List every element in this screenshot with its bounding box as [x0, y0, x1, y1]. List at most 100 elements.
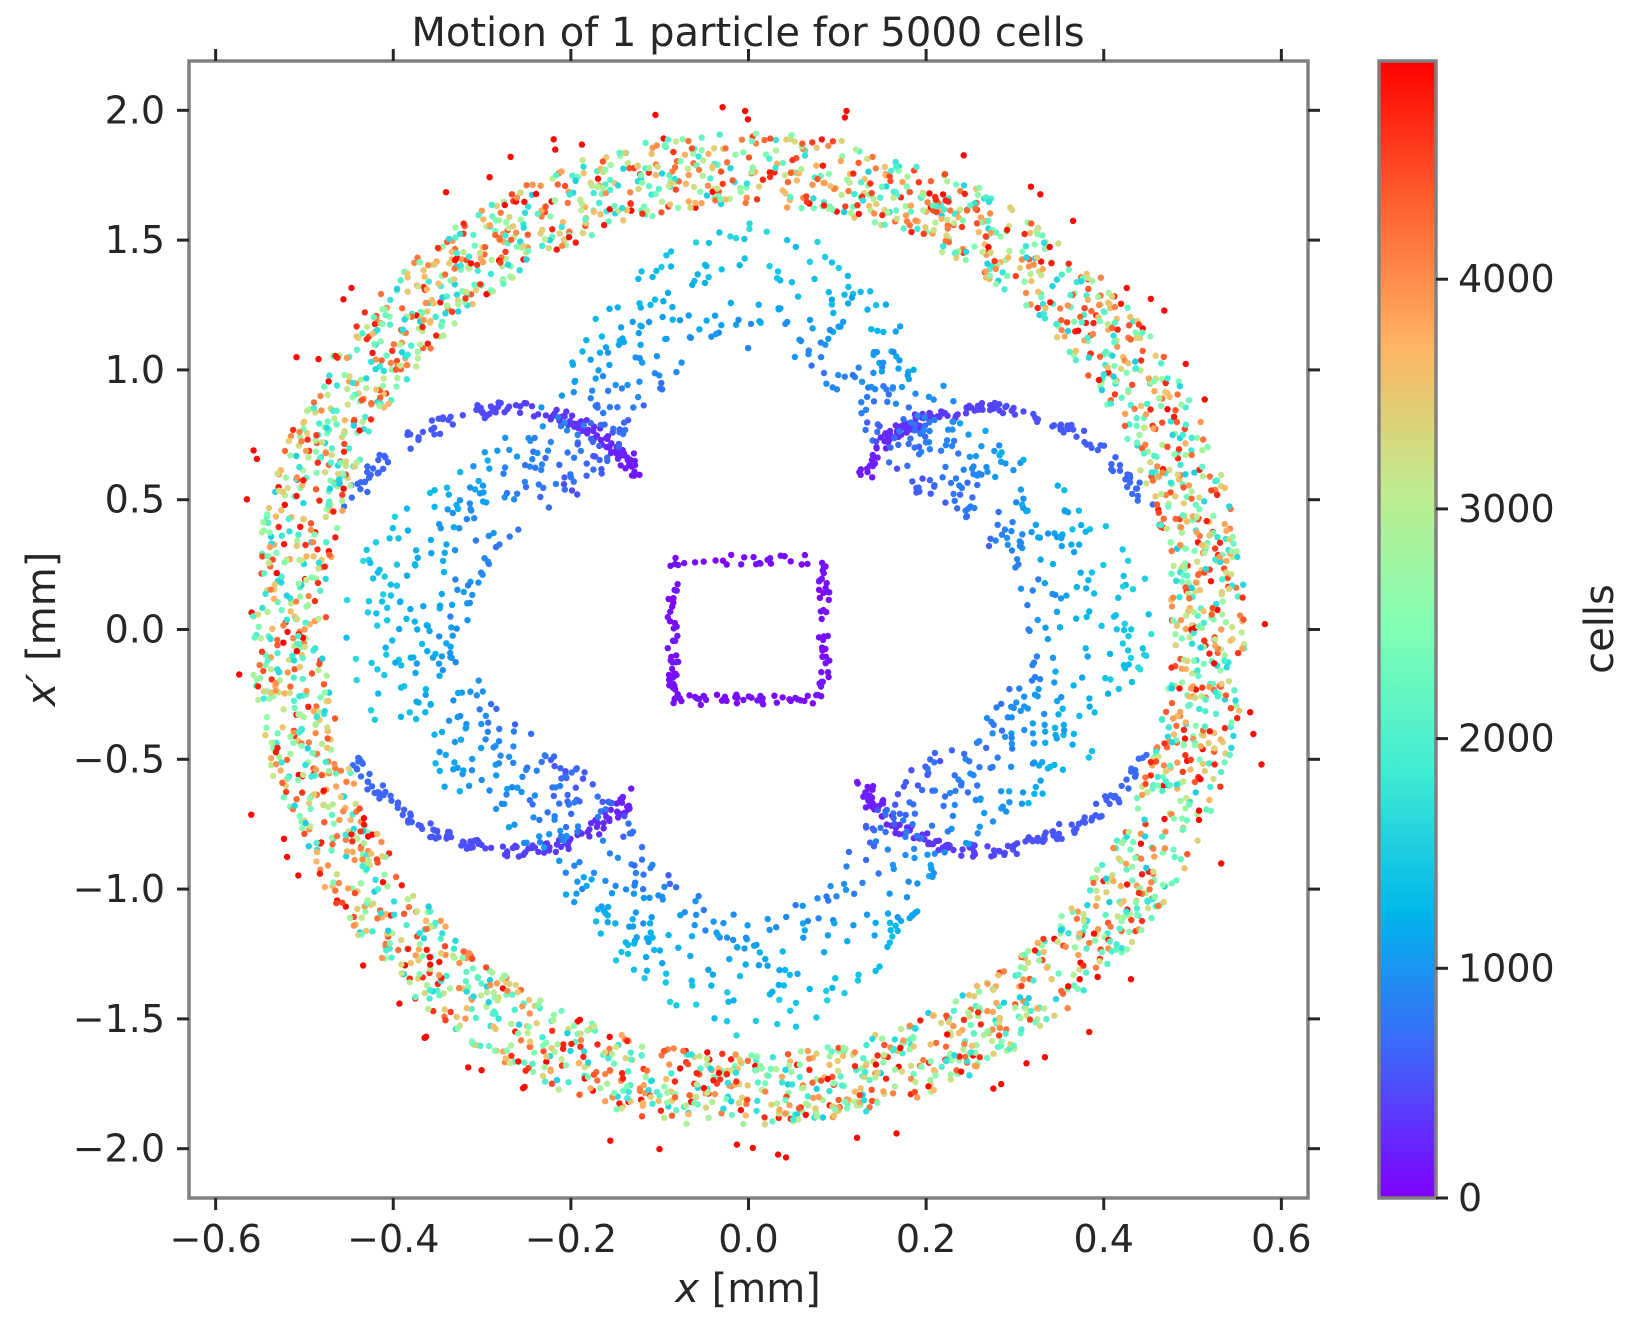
scatter-point [1129, 586, 1137, 593]
scatter-point [587, 820, 595, 827]
scatter-point [640, 894, 648, 902]
scatter-point [1058, 326, 1065, 334]
scatter-point [686, 1092, 693, 1099]
scatter-point [1121, 665, 1129, 672]
scatter-point [708, 982, 715, 989]
scatter-point [984, 468, 991, 475]
scatter-point [879, 211, 886, 219]
scatter-point [1074, 985, 1081, 992]
scatter-point [486, 787, 493, 794]
scatter-point [523, 256, 530, 263]
scatter-point [275, 487, 283, 494]
scatter-point [1169, 594, 1177, 601]
scatter-point [313, 713, 320, 721]
scatter-point [932, 196, 939, 203]
scatter-point [921, 414, 928, 421]
scatter-point [719, 557, 727, 564]
scatter-point [545, 504, 553, 511]
scatter-point [413, 908, 421, 915]
scatter-point [1123, 369, 1130, 376]
scatter-point [1185, 579, 1192, 586]
scatter-point [1111, 339, 1118, 346]
scatter-point [805, 350, 812, 358]
scatter-point [565, 1079, 572, 1086]
scatter-point [325, 501, 332, 508]
scatter-point [907, 435, 914, 442]
scatter-point [374, 859, 381, 866]
scatter-point [384, 883, 391, 890]
scatter-point [759, 701, 767, 708]
scatter-point [452, 234, 459, 241]
scatter-point [1066, 348, 1073, 355]
scatter-point [674, 581, 681, 588]
scatter-point [595, 367, 602, 374]
scatter-point [425, 903, 432, 910]
scatter-point [1192, 789, 1199, 796]
scatter-point [614, 304, 621, 311]
scatter-point [1085, 354, 1093, 361]
scatter-point [675, 944, 682, 951]
scatter-point [580, 163, 587, 170]
scatter-point [620, 217, 627, 224]
scatter-point [442, 310, 449, 317]
scatter-point [637, 172, 645, 179]
scatter-point [557, 827, 564, 834]
scatter-point [856, 468, 863, 476]
scatter-point [332, 534, 339, 541]
scatter-point [526, 463, 534, 470]
scatter-point [434, 244, 442, 252]
scatter-point [943, 1012, 950, 1019]
scatter-point [1028, 677, 1036, 684]
scatter-point [800, 1084, 807, 1091]
scatter-point [1093, 887, 1100, 894]
scatter-point [973, 982, 981, 990]
scatter-point [713, 691, 721, 698]
scatter-point [804, 917, 812, 925]
scatter-point [407, 812, 414, 819]
scatter-point [413, 660, 420, 667]
scatter-point [519, 773, 526, 780]
scatter-point [989, 1008, 997, 1015]
scatter-point [822, 660, 829, 667]
scatter-point [970, 771, 977, 779]
scatter-point [607, 806, 614, 813]
scatter-point [684, 165, 692, 172]
scatter-point [1042, 739, 1049, 746]
scatter-point [431, 487, 438, 494]
scatter-point [1194, 837, 1201, 844]
scatter-point [1180, 778, 1187, 785]
scatter-point [747, 320, 755, 328]
scatter-point [372, 386, 380, 393]
scatter-point [1126, 479, 1134, 486]
scatter-point [720, 919, 727, 927]
scatter-point [1025, 959, 1032, 966]
scatter-point [333, 899, 340, 907]
scatter-point [1040, 310, 1048, 317]
scatter-point [493, 980, 501, 987]
scatter-point [1002, 460, 1009, 467]
scatter-point [407, 605, 414, 613]
scatter-point [1162, 778, 1170, 785]
scatter-point [1042, 624, 1049, 631]
scatter-point [1172, 407, 1179, 414]
scatter-point [627, 1049, 634, 1056]
scatter-point [1170, 617, 1177, 624]
scatter-point [616, 426, 623, 433]
scatter-point [1073, 615, 1080, 622]
scatter-point [689, 982, 696, 989]
scatter-point [284, 774, 292, 781]
scatter-point [522, 849, 529, 856]
scatter-point [589, 387, 596, 394]
scatter-point [1166, 781, 1174, 789]
scatter-point [1140, 450, 1148, 457]
scatter-point [950, 219, 958, 227]
scatter-point [603, 443, 610, 451]
scatter-point [1173, 577, 1180, 584]
scatter-point [1151, 893, 1159, 900]
scatter-point [1079, 674, 1086, 681]
scatter-point [1067, 291, 1074, 299]
scatter-point [692, 199, 699, 206]
scatter-point [803, 198, 811, 206]
scatter-point [1131, 405, 1138, 413]
scatter-point [445, 491, 452, 498]
